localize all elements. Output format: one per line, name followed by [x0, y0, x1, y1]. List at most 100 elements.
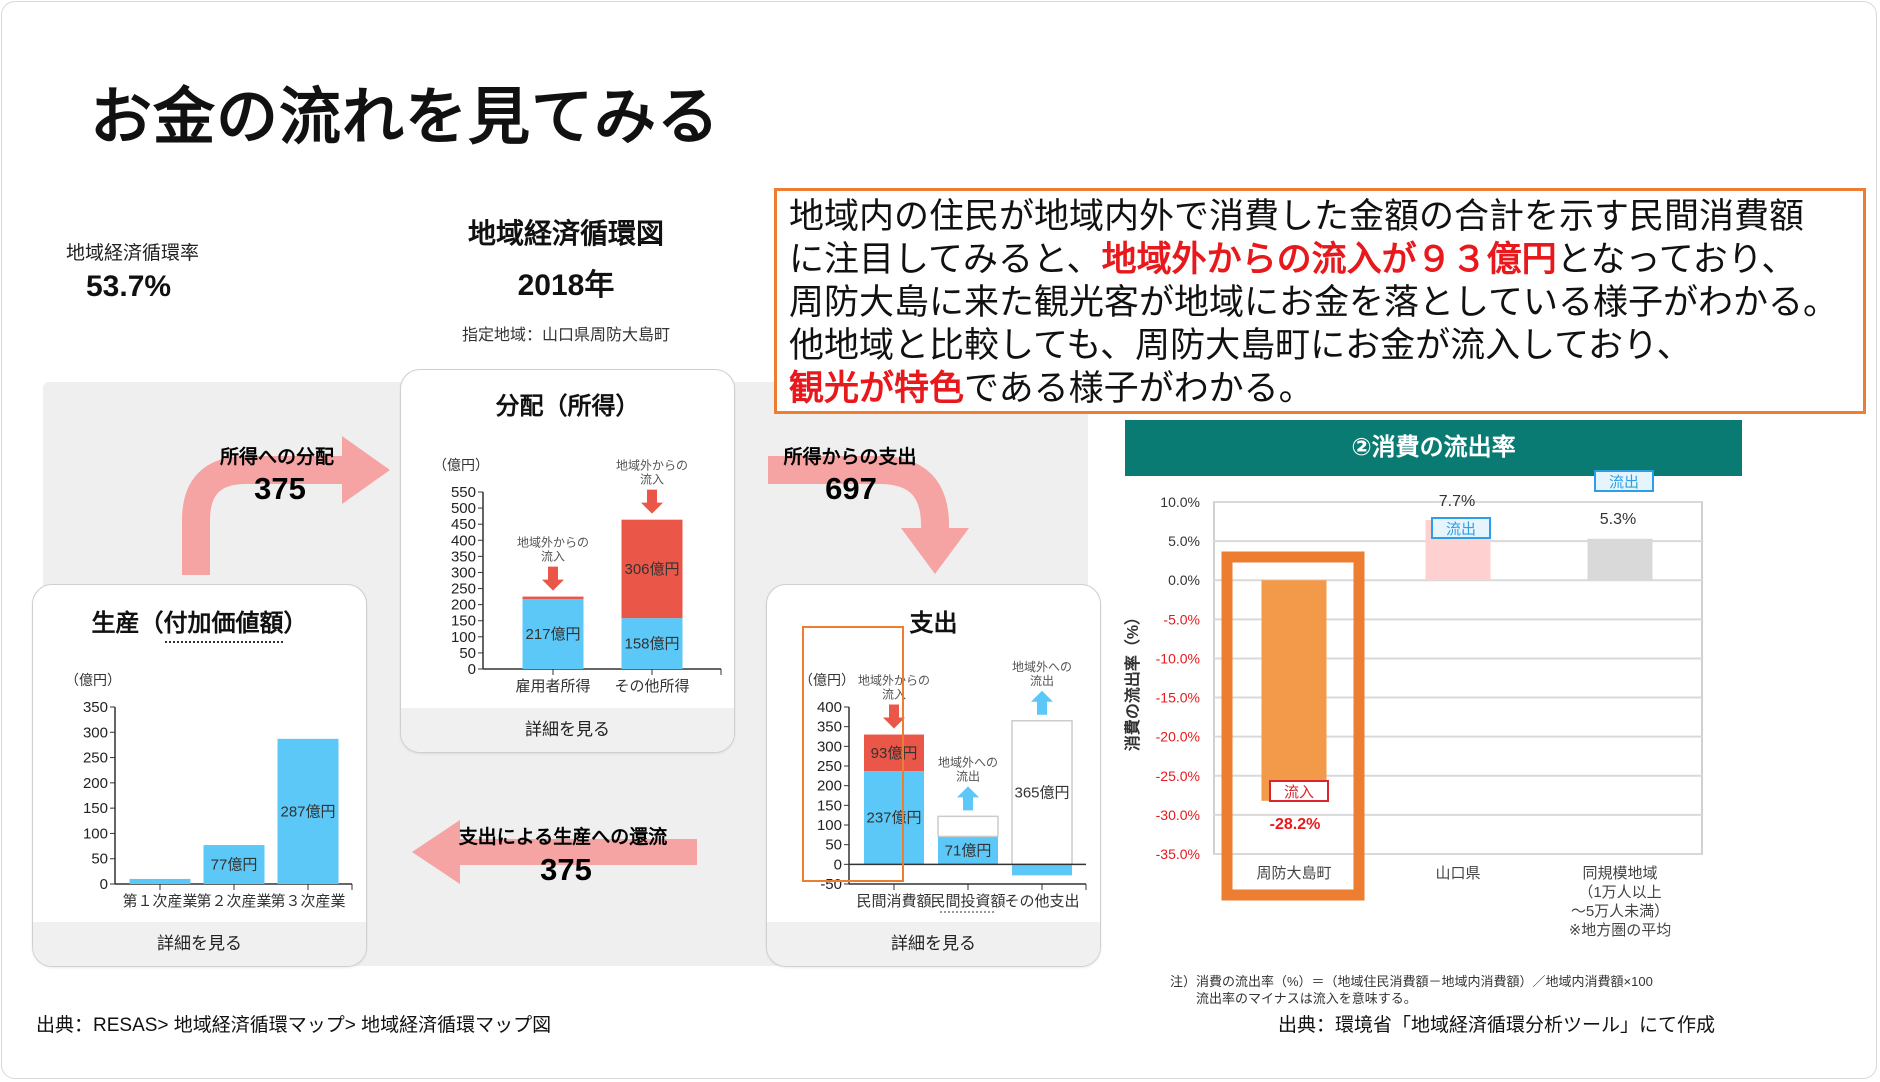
x-tick-label: 第２次産業: [196, 892, 271, 910]
y-tick-label: -35.0%: [1156, 846, 1200, 862]
x-tick-label: （1万人以上: [1578, 884, 1661, 901]
y-tick-label: -30.0%: [1156, 807, 1200, 823]
y-tick-label: -10.0%: [1156, 650, 1200, 666]
y-tick-label: 250: [83, 750, 108, 767]
value-label: -28.2%: [1270, 816, 1321, 833]
y-tick-label: 5.0%: [1168, 533, 1200, 549]
bar-segment: [864, 734, 924, 772]
formula-note-2: 流出率のマイナスは流入を意味する。: [1196, 991, 1417, 1006]
x-tick-label: 山口県: [1435, 865, 1480, 882]
y-tick-label: 400: [817, 699, 842, 716]
bar-segment: [1011, 720, 1073, 866]
y-tick-label: -50: [820, 876, 842, 893]
callout-line: 地域内の住民が地域内外で消費した金額の合計を示す民間消費額: [789, 195, 1863, 238]
annotation-text: 地域外からの: [616, 459, 688, 473]
y-tick-label: 550: [451, 484, 476, 501]
x-tick-label: 第３次産業: [270, 892, 345, 910]
callout-line: に注目してみると、地域外からの流入が９３億円となっており、: [789, 238, 1863, 281]
x-tick-label: 第１次産業: [122, 892, 197, 910]
outflow-arrow-icon: [1031, 690, 1053, 715]
source-right: 出典：環境省「地域経済循環分析ツール」にて作成: [1278, 1015, 1716, 1036]
bar-value-label: 365億円: [1014, 785, 1069, 802]
bar-segment: [277, 738, 339, 884]
bar-segment: [129, 878, 191, 884]
diagram-year: 2018年: [517, 269, 615, 302]
callout-text: 周防大島に来た観光客が地域にお金を落としている様子がわかる。: [789, 283, 1838, 322]
bar-segment: [203, 845, 265, 884]
highlight-box: [1221, 551, 1365, 901]
bar-segment: [522, 599, 584, 669]
y-tick-label: -15.0%: [1156, 690, 1200, 706]
outflow-rate-chart: 10.0% 5.0% 0.0% -5.0% -10.0% -15.0% -20.0% -25.…: [1123, 470, 1703, 939]
unit-label: （億円）: [433, 457, 489, 473]
y-tick-label: 300: [451, 564, 476, 581]
distribution-detail-button[interactable]: 詳細を見る: [401, 708, 734, 752]
y-tick-label: 350: [817, 719, 842, 736]
flow-value-to-production: 375: [540, 852, 592, 887]
bar-value-label: 287億円: [280, 803, 335, 820]
annotation-text: 地域外からの: [517, 536, 589, 550]
circulation-rate-value: 53.7%: [86, 270, 172, 303]
production-detail-button[interactable]: 詳細を見る: [33, 922, 366, 966]
bar-segment: [864, 771, 924, 865]
annotation-text: 地域外からの: [858, 674, 930, 688]
bar-value-label: 158億円: [624, 636, 679, 653]
y-tick-label: 0: [834, 856, 842, 873]
callout-highlight: 地域外からの流入が９３億円: [1101, 240, 1557, 279]
y-tick-label: 300: [83, 724, 108, 741]
callout-highlight: 観光が特色: [789, 369, 965, 408]
annotation-text: 流入: [640, 473, 664, 487]
outflow-arrow-icon: [957, 786, 979, 811]
y-tick-label: 0: [100, 876, 108, 893]
bar-value-label: 93億円: [871, 745, 918, 762]
unit-label: （億円）: [65, 672, 121, 688]
highlight-box: [802, 626, 904, 882]
x-tick-label: 民間消費額: [856, 893, 931, 910]
annotation-text: 流出: [956, 769, 980, 783]
expenditure-detail-button[interactable]: 詳細を見る: [767, 922, 1100, 966]
annotation-text: 地域外への: [1012, 660, 1072, 674]
y-tick-label: -5.0%: [1163, 611, 1200, 627]
flow-arrow-to-income: [182, 436, 390, 575]
tag-label: 流出: [1609, 474, 1639, 491]
callout-text: に注目してみると、: [789, 240, 1102, 279]
bar-value-label: 306億円: [624, 561, 679, 578]
x-tick-label: 同規模地域: [1582, 865, 1657, 882]
y-tick-label: 450: [451, 516, 476, 533]
circulation-rate-label: 地域経済循環率: [66, 243, 200, 264]
inflow-arrow-icon: [883, 704, 905, 729]
tag-box: [1594, 470, 1654, 492]
callout-text: 他地域と比較しても、周防大島町にお金が流入しており、: [789, 326, 1692, 365]
y-tick-label: 50: [459, 645, 476, 662]
bar-segment: [938, 836, 998, 865]
y-tick-label: 100: [451, 629, 476, 646]
x-tick-label: ※地方圏の平均: [1569, 922, 1672, 939]
bar-segment: [621, 618, 683, 669]
bar-segment: [522, 596, 584, 600]
production-title[interactable]: 生産（付加価値額）: [91, 610, 308, 637]
y-tick-label: 250: [451, 581, 476, 598]
flow-value-from-income: 697: [825, 471, 877, 506]
bar-value-label: 71億円: [945, 842, 992, 859]
callout-text: である様子がわかる。: [964, 369, 1314, 408]
y-tick-label: 150: [83, 800, 108, 817]
inflow-arrow-icon: [542, 566, 564, 591]
flow-label-to-production: 支出による生産への還流: [458, 825, 667, 848]
flow-label-to-income: 所得への分配: [220, 445, 334, 468]
tag-box: [1431, 517, 1491, 539]
y-tick-label: 300: [817, 738, 842, 755]
expenditure-chart: （億円） -50 0 50 100 150 200 250 300 350 400 237億円 93億円…: [799, 626, 1087, 910]
unit-label: （億円）: [799, 672, 855, 688]
y-tick-label: 50: [91, 851, 108, 868]
distribution-card: 分配（所得） 詳細を見る: [400, 369, 735, 753]
tag-label: 流出: [1446, 521, 1476, 538]
callout-line: 他地域と比較しても、周防大島町にお金が流入しており、: [789, 324, 1863, 367]
flow-arrow-from-income: [768, 456, 969, 574]
inflow-arrow-icon: [641, 489, 663, 514]
flow-arrow-to-production: [412, 820, 697, 884]
value-label: 5.3%: [1600, 511, 1636, 528]
x-tick-label: ～5万人未満）: [1571, 903, 1669, 920]
